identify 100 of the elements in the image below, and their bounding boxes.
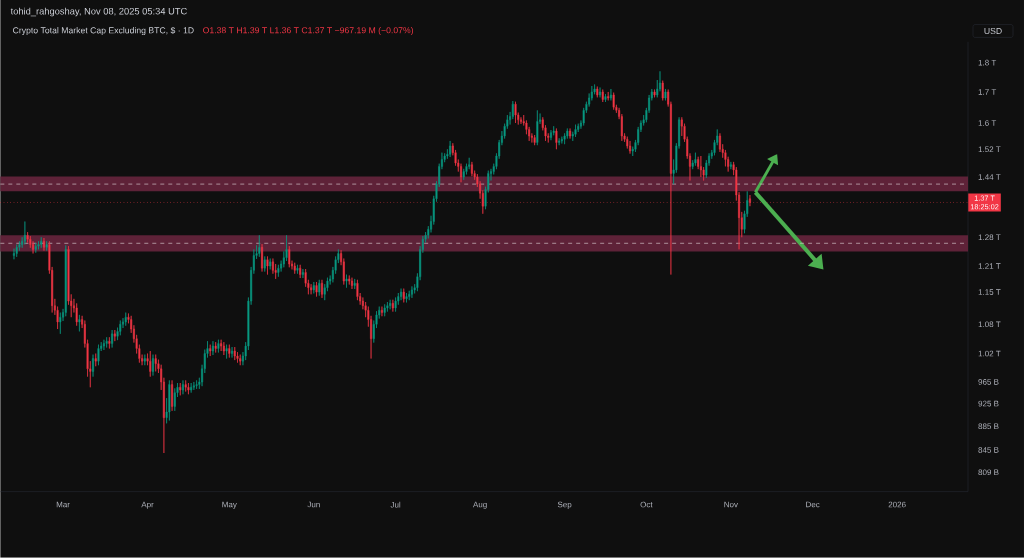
- candlestick: [604, 93, 607, 103]
- candlestick: [119, 320, 122, 336]
- x-tick-label: Sep: [557, 501, 572, 510]
- candlestick: [154, 354, 157, 372]
- x-tick-label: Aug: [473, 501, 487, 509]
- candlestick: [555, 128, 558, 150]
- y-tick-label: 1.8 T: [978, 59, 997, 66]
- candlestick: [94, 353, 97, 367]
- candlestick: [263, 256, 266, 272]
- candlestick: [78, 314, 81, 332]
- candlestick: [209, 344, 212, 357]
- candlestick: [296, 264, 299, 275]
- candlestick: [266, 256, 269, 275]
- candlestick: [220, 339, 223, 352]
- candlestick: [664, 88, 667, 101]
- text: tohid_rahgoshay, Nov 08, 2025 05:34 UTC: [10, 7, 187, 17]
- candlestick: [321, 279, 323, 299]
- candlestick: [386, 301, 389, 313]
- y-tick-label: 1.28 T: [978, 234, 1001, 241]
- text: USD: [984, 28, 1002, 35]
- candlestick: [729, 161, 732, 170]
- x-tick-label: Oct: [640, 501, 653, 508]
- candlestick: [315, 281, 318, 297]
- candlestick: [211, 340, 214, 356]
- candlestick: [23, 221, 26, 245]
- candlestick: [520, 117, 522, 125]
- candlestick: [389, 299, 392, 310]
- candlestick: [514, 101, 517, 124]
- candlestick: [222, 341, 225, 356]
- candlestick: [113, 329, 116, 342]
- candlestick: [408, 290, 411, 301]
- x-tick-label: Dec: [806, 501, 820, 508]
- candlestick: [599, 87, 602, 98]
- candlestick: [45, 241, 48, 252]
- candlestick: [192, 381, 195, 391]
- candlestick: [596, 86, 599, 98]
- candlestick: [301, 268, 304, 279]
- candlestick: [59, 312, 62, 335]
- candlestick: [37, 241, 40, 250]
- y-tick-label: 885 B: [978, 423, 999, 430]
- candlestick: [214, 341, 217, 353]
- x-tick-label: Apr: [141, 501, 154, 509]
- candlestick: [42, 237, 45, 252]
- candlestick: [195, 380, 198, 390]
- candlestick: [12, 248, 15, 260]
- candlestick: [184, 380, 187, 392]
- candlestick: [380, 306, 383, 317]
- candlestick: [105, 337, 108, 348]
- candlestick: [449, 140, 452, 158]
- candlestick: [348, 275, 351, 285]
- candlestick: [607, 91, 610, 101]
- candlestick: [228, 344, 231, 358]
- candlestick: [149, 350, 152, 378]
- y-tick-label: 1.02 T: [978, 350, 1001, 357]
- candlestick: [187, 382, 190, 395]
- candlestick: [345, 274, 348, 289]
- candlestick: [92, 354, 94, 378]
- candlestick: [460, 163, 462, 183]
- candlestick: [748, 194, 751, 207]
- candlestick: [293, 262, 296, 275]
- x-tick-label: Nov: [724, 501, 738, 508]
- x-tick-label: Mar: [56, 501, 70, 508]
- candlestick: [217, 339, 220, 353]
- candlestick: [612, 92, 615, 111]
- candlestick: [391, 299, 394, 313]
- candlestick: [124, 312, 127, 327]
- candlestick: [533, 134, 536, 146]
- x-tick-label: 2026: [888, 501, 906, 508]
- candlestick: [15, 244, 18, 258]
- candlestick: [574, 124, 577, 138]
- candlestick: [549, 129, 552, 141]
- candlestick: [152, 354, 154, 376]
- candlestick: [653, 89, 656, 98]
- chart-title: Crypto Total Market Cap Excluding BTC, $ · 1D: [13, 26, 194, 36]
- y-tick-label: 1.15 T: [978, 289, 1001, 295]
- candlestick: [356, 279, 359, 301]
- y-tick-label: 965 B: [978, 379, 999, 385]
- y-tick-label: 1.21 T: [978, 263, 1001, 269]
- y-tick-label: 1.6 T: [978, 120, 997, 126]
- candlestick: [661, 80, 664, 101]
- y-tick-label: 1.08 T: [978, 321, 1001, 328]
- candlestick: [239, 354, 242, 366]
- candlestick: [288, 245, 291, 268]
- candlestick: [699, 155, 702, 178]
- x-tick-label: Jul: [390, 501, 401, 508]
- candlestick: [383, 304, 386, 317]
- candlestick: [694, 152, 697, 167]
- x-tick-label: Jun: [307, 501, 320, 508]
- candlestick: [225, 344, 228, 359]
- candlestick: [462, 168, 465, 181]
- candlestick: [108, 337, 111, 349]
- candlestick: [405, 292, 408, 303]
- y-tick-label: 1.52 T: [978, 146, 1001, 153]
- candlestick: [351, 277, 353, 290]
- text: O1.38 T H1.39 T L1.36 T C1.37 T −967.19 M (−0.07%): [203, 27, 414, 36]
- candlestick: [468, 157, 471, 170]
- x-tick-label: May: [222, 501, 237, 509]
- candlestick: [536, 110, 539, 146]
- candlestick: [40, 237, 43, 249]
- candlestick: [231, 346, 234, 358]
